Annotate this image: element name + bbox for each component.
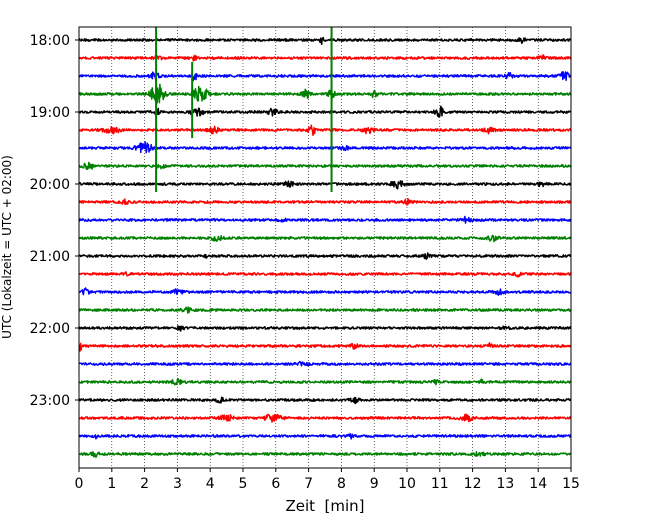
x-tick-label: 2 [140, 476, 149, 492]
x-axis-title: Zeit [min] [285, 497, 364, 515]
y-tick-label: 23:00 [30, 393, 70, 409]
y-axis-ticks: 18:00 19:00 20:00 21:00 22:00 23:00 [30, 33, 79, 409]
x-tick-label: 8 [337, 476, 346, 492]
trace-2245 [78, 377, 572, 386]
trace-1800 [78, 36, 572, 46]
y-tick-label: 22:00 [30, 321, 70, 337]
trace-1945 [78, 161, 572, 171]
trace-2315 [78, 413, 572, 423]
x-tick-label: 10 [398, 476, 416, 492]
x-tick-label: 6 [271, 476, 280, 492]
plot-frame [78, 26, 572, 469]
x-tick-label: 12 [464, 476, 482, 492]
trace-1930 [78, 141, 572, 154]
trace-2130 [78, 287, 572, 296]
x-tick-label: 7 [304, 476, 313, 492]
x-tick-label: 4 [206, 476, 215, 492]
y-tick-label: 20:00 [30, 177, 70, 193]
trace-2300 [78, 396, 572, 405]
x-tick-label: 0 [75, 476, 84, 492]
y-tick-label: 19:00 [30, 105, 70, 121]
x-tick-label: 13 [496, 476, 514, 492]
trace-2045 [78, 234, 572, 243]
trace-2000 [78, 180, 572, 190]
x-tick-label: 5 [239, 476, 248, 492]
x-tick-label: 11 [431, 476, 449, 492]
trace-1815 [78, 53, 572, 62]
trace-2145 [78, 306, 572, 314]
trace-1830 [78, 71, 572, 82]
y-tick-label: 21:00 [30, 249, 70, 265]
trace-2345 [78, 451, 572, 458]
trace-1900 [78, 105, 572, 118]
x-tick-label: 14 [529, 476, 547, 492]
trace-2015 [78, 198, 572, 206]
x-tick-label: 3 [173, 476, 182, 492]
event-spikes [155, 27, 333, 192]
x-tick-label: 9 [370, 476, 379, 492]
trace-2200 [78, 325, 572, 332]
trace-2100 [78, 252, 572, 260]
y-axis-title: UTC (Lokalzeit = UTC + 02:00) [0, 155, 14, 339]
x-tick-label: 15 [562, 476, 580, 492]
y-tick-label: 18:00 [30, 33, 70, 49]
trace-2230 [78, 360, 572, 367]
trace-1915 [78, 124, 572, 137]
trace-2215 [78, 342, 572, 352]
x-axis-ticks: 0 1 2 3 4 5 6 7 8 9 10 11 12 13 14 15 [75, 468, 580, 492]
trace-2115 [78, 271, 572, 278]
trace-1845 [78, 83, 572, 104]
x-tick-label: 1 [107, 476, 116, 492]
trace-2030 [78, 215, 572, 224]
trace-2330 [78, 432, 572, 440]
seismic-traces [78, 36, 572, 458]
